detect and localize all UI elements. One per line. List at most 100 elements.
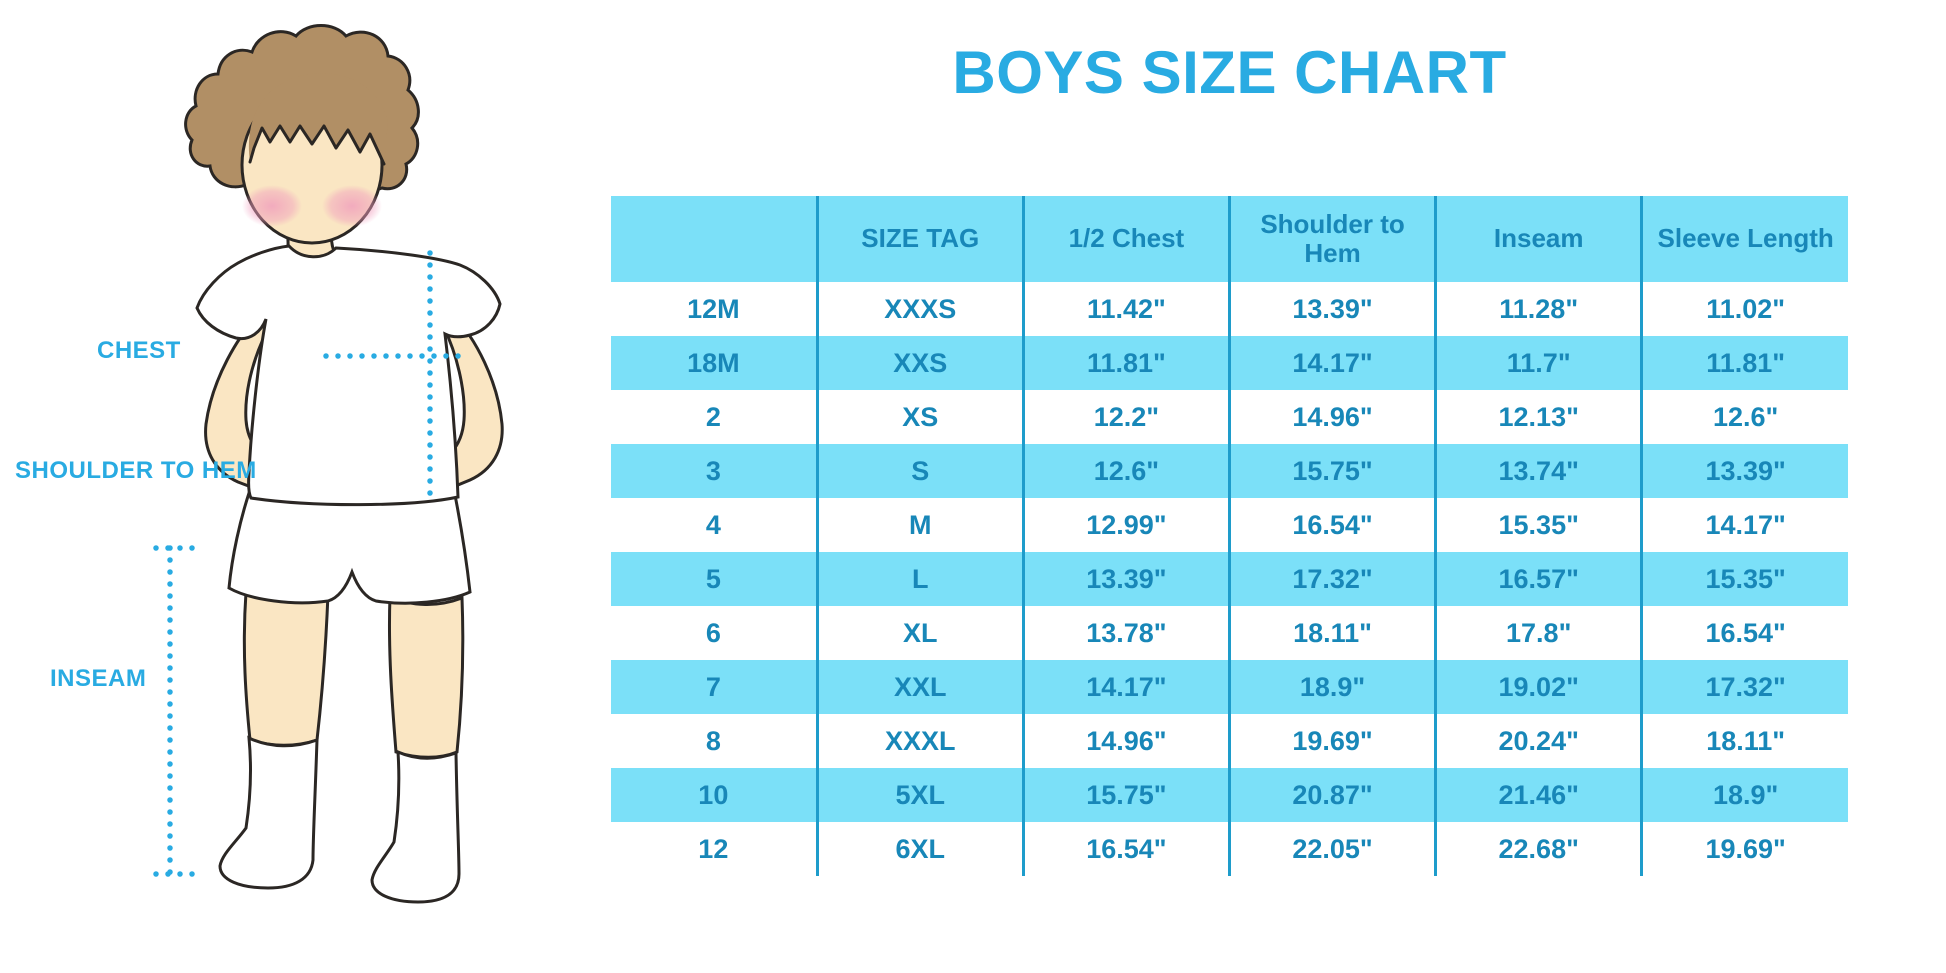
page-title: BOYS SIZE CHART xyxy=(952,39,1507,106)
table-row: 12 6XL 16.54" 22.05" 22.68" 19.69" xyxy=(611,822,1848,876)
table-row: 10 5XL 15.75" 20.87" 21.46" 18.9" xyxy=(611,768,1848,822)
table-cell: 12.13" xyxy=(1434,390,1642,444)
table-cell: 13.39" xyxy=(1640,444,1848,498)
table-row: 12M XXXS 11.42" 13.39" 11.28" 11.02" xyxy=(611,282,1848,336)
table-cell: XXS xyxy=(815,336,1024,390)
header-cell-sleeve-length: Sleeve Length xyxy=(1640,196,1848,282)
table-cell: 6XL xyxy=(815,822,1024,876)
boy-illustration xyxy=(153,24,504,904)
size-table-body: 12M XXXS 11.42" 13.39" 11.28" 11.02" 18M XXS 11.… xyxy=(611,282,1848,876)
cheek-left xyxy=(242,185,302,227)
sock-right xyxy=(370,749,461,904)
table-header-row: SIZE TAG 1/2 Chest Shoulder to Hem Insea… xyxy=(611,196,1848,282)
shorts xyxy=(227,488,472,605)
table-cell: 16.54" xyxy=(1640,606,1848,660)
table-cell: L xyxy=(815,552,1024,606)
table-cell: 15.35" xyxy=(1434,498,1642,552)
header-cell-inseam: Inseam xyxy=(1434,196,1642,282)
table-cell: XS xyxy=(815,390,1024,444)
header-cell-size-tag: SIZE TAG xyxy=(815,196,1024,282)
table-cell: 11.28" xyxy=(1434,282,1642,336)
table-cell: 18M xyxy=(687,347,740,378)
size-chart-table: SIZE TAG 1/2 Chest Shoulder to Hem Insea… xyxy=(611,196,1848,876)
table-cell: 18.11" xyxy=(1227,606,1436,660)
table-cell: 12.6" xyxy=(1640,390,1848,444)
table-cell: 18.9" xyxy=(1227,660,1436,714)
table-row: 2 XS 12.2" 14.96" 12.13" 12.6" xyxy=(611,390,1848,444)
table-cell: 13.74" xyxy=(1434,444,1642,498)
header-cell-shoulder-to-hem: Shoulder to Hem xyxy=(1227,196,1436,282)
table-cell: 19.02" xyxy=(1434,660,1642,714)
table-row: 8 XXXL 14.96" 19.69" 20.24" 18.11" xyxy=(611,714,1848,768)
table-cell: 22.68" xyxy=(1434,822,1642,876)
boy-measurement-figure: CHEST SHOULDER TO HEM INSEAM xyxy=(0,0,560,973)
table-cell: 16.54" xyxy=(1021,822,1230,876)
table-row: 6 XL 13.78" 18.11" 17.8" 16.54" xyxy=(611,606,1848,660)
table-cell: 11.7" xyxy=(1434,336,1642,390)
table-cell: 21.46" xyxy=(1434,768,1642,822)
table-cell: 8 xyxy=(705,725,721,756)
t-shirt xyxy=(195,244,502,507)
table-cell: 14.96" xyxy=(1021,714,1230,768)
table-cell: 16.57" xyxy=(1434,552,1642,606)
table-cell: 5 xyxy=(705,563,721,594)
hair-fringe-outline xyxy=(248,124,386,166)
table-cell: 15.75" xyxy=(1227,444,1436,498)
table-cell: 11.81" xyxy=(1640,336,1848,390)
table-cell: 20.24" xyxy=(1434,714,1642,768)
table-row: 4 M 12.99" 16.54" 15.35" 14.17" xyxy=(611,498,1848,552)
table-row: 7 XXL 14.17" 18.9" 19.02" 17.32" xyxy=(611,660,1848,714)
hair-fringe xyxy=(248,73,388,164)
table-cell: 3 xyxy=(705,455,721,486)
table-cell: 19.69" xyxy=(1640,822,1848,876)
table-cell: 13.39" xyxy=(1227,282,1436,336)
chest-label: CHEST xyxy=(97,337,181,364)
table-cell: 11.02" xyxy=(1640,282,1848,336)
table-cell: 16.54" xyxy=(1227,498,1436,552)
table-row: 3 S 12.6" 15.75" 13.74" 13.39" xyxy=(611,444,1848,498)
inseam-label: INSEAM xyxy=(50,665,147,692)
table-cell: 12 xyxy=(698,833,729,864)
table-cell: 12.6" xyxy=(1021,444,1230,498)
table-cell: 13.39" xyxy=(1021,552,1230,606)
table-cell: 13.78" xyxy=(1021,606,1230,660)
table-cell: 12.99" xyxy=(1021,498,1230,552)
table-cell: 18.11" xyxy=(1640,714,1848,768)
table-row: 18M XXS 11.81" 14.17" 11.7" 11.81" xyxy=(611,336,1848,390)
table-cell: 2 xyxy=(705,401,721,432)
table-cell: 15.75" xyxy=(1021,768,1230,822)
table-cell: 17.8" xyxy=(1434,606,1642,660)
table-cell: 17.32" xyxy=(1227,552,1436,606)
cheek-right xyxy=(322,185,382,227)
table-header: SIZE TAG 1/2 Chest Shoulder to Hem Insea… xyxy=(611,196,1848,282)
table-cell: 14.17" xyxy=(1227,336,1436,390)
size-chart-table-wrap: SIZE TAG 1/2 Chest Shoulder to Hem Insea… xyxy=(611,196,1848,876)
table-cell: 6 xyxy=(705,617,721,648)
table-cell: XXXS xyxy=(815,282,1024,336)
table-cell: 11.81" xyxy=(1021,336,1230,390)
header-cell-half-chest: 1/2 Chest xyxy=(1021,196,1230,282)
table-cell: XXXL xyxy=(815,714,1024,768)
table-cell: 5XL xyxy=(815,768,1024,822)
table-cell: S xyxy=(815,444,1024,498)
table-cell: 19.69" xyxy=(1227,714,1436,768)
leg-right xyxy=(387,593,465,759)
table-cell: 20.87" xyxy=(1227,768,1436,822)
table-cell: 17.32" xyxy=(1640,660,1848,714)
table-cell: 14.96" xyxy=(1227,390,1436,444)
table-cell: 4 xyxy=(705,509,721,540)
table-cell: 12.2" xyxy=(1021,390,1230,444)
table-cell: M xyxy=(815,498,1024,552)
table-cell: 10 xyxy=(698,779,729,810)
leg-left xyxy=(242,589,330,747)
table-cell: 22.05" xyxy=(1227,822,1436,876)
table-row: 5 L 13.39" 17.32" 16.57" 15.35" xyxy=(611,552,1848,606)
table-cell: 14.17" xyxy=(1021,660,1230,714)
table-cell: 14.17" xyxy=(1640,498,1848,552)
table-cell: 15.35" xyxy=(1640,552,1848,606)
table-cell: 12M xyxy=(687,293,740,324)
shoulder-to-hem-label: SHOULDER TO HEM xyxy=(15,457,257,484)
table-cell: XL xyxy=(815,606,1024,660)
table-cell: XXL xyxy=(815,660,1024,714)
table-cell: 11.42" xyxy=(1021,282,1230,336)
